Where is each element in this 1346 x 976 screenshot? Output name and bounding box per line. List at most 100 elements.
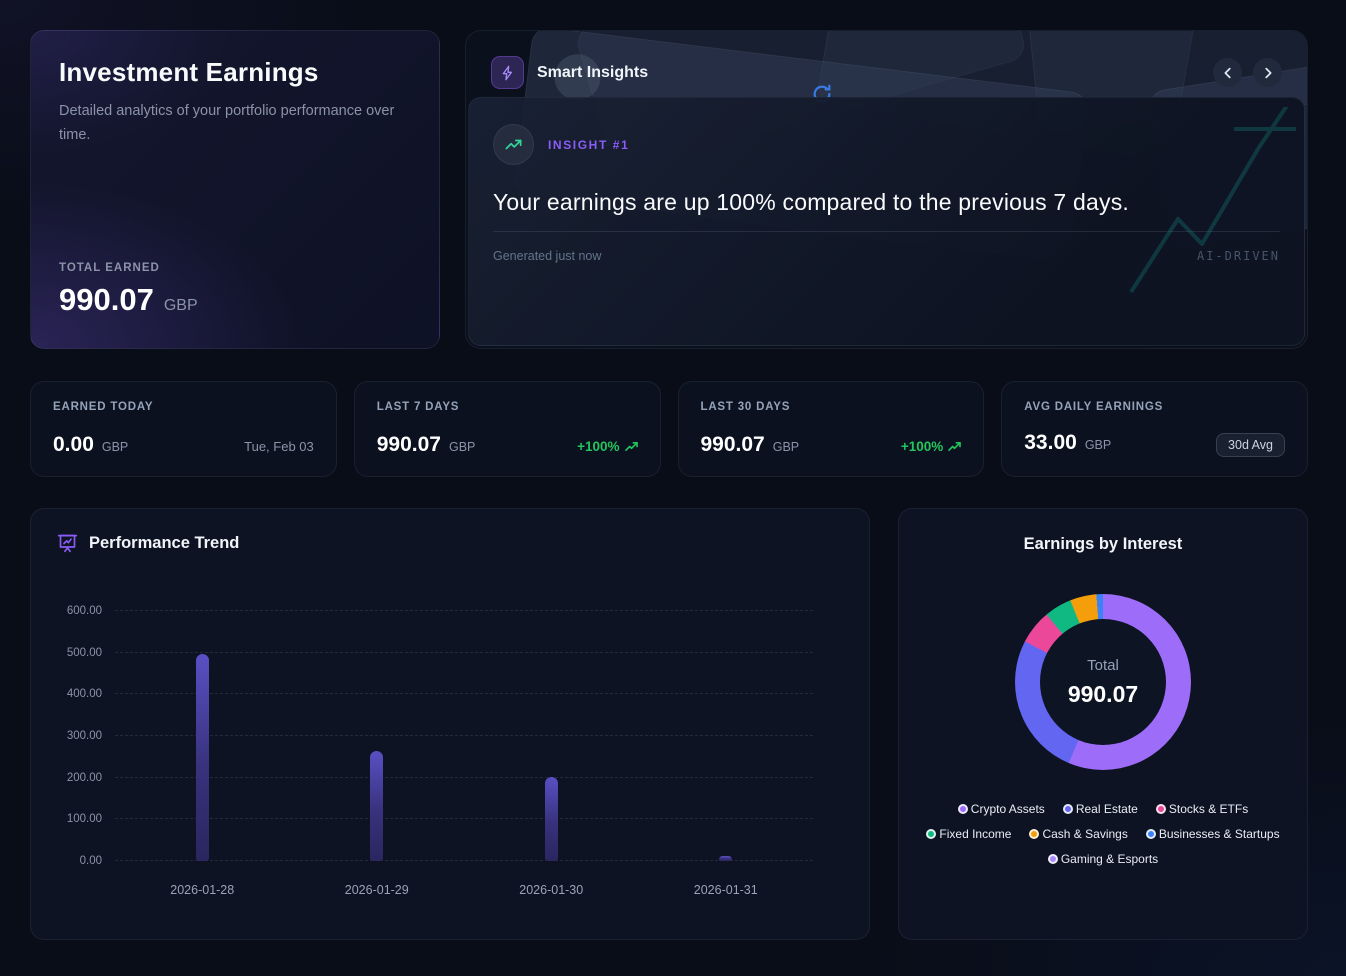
total-earned-label: TOTAL EARNED — [59, 262, 160, 274]
legend-item[interactable]: Cash & Savings — [1029, 827, 1128, 841]
legend-item[interactable]: Fixed Income — [926, 827, 1011, 841]
delta-badge: +100% — [900, 439, 962, 454]
lightning-icon — [491, 56, 524, 89]
legend-label: Stocks & ETFs — [1168, 802, 1249, 816]
bar-chart-plot[interactable]: 0.00 100.00 200.00 300.00 400.00 500.00 600.00 — [67, 605, 813, 867]
stat-card-last-7-days: LAST 7 DAYS 990.07 GBP +100% — [353, 381, 661, 477]
gridline: 300.00 — [67, 730, 813, 742]
stat-label: LAST 30 DAYS — [700, 401, 791, 413]
total-earned-currency: GBP — [163, 297, 198, 314]
gridline: 100.00 — [67, 813, 813, 825]
legend-label: Gaming & Esports — [1060, 852, 1159, 866]
legend-label: Fixed Income — [939, 827, 1012, 841]
donut-chart[interactable]: Total 990.07 — [1015, 594, 1191, 770]
stat-card-earned-today: EARNED TODAY 0.00 GBP Tue, Feb 03 — [30, 381, 337, 477]
performance-trend-card: Performance Trend 0.00 100.00 200.00 300.00… — [30, 508, 870, 940]
stat-value: 33.00 — [1024, 431, 1077, 454]
legend-color-dot — [1062, 804, 1073, 814]
total-earned-value: 990.07 — [59, 282, 154, 317]
gridline: 600.00 — [67, 605, 813, 617]
insight-number-label: INSIGHT #1 — [548, 137, 630, 152]
ai-driven-watermark: AI-DRIVEN — [1196, 249, 1280, 263]
insight-generated-time: Generated just now — [493, 249, 602, 263]
stat-value: 0.00 — [53, 433, 94, 456]
bar-2026-01-28[interactable] — [195, 653, 209, 861]
gridline: 0.00 — [80, 855, 813, 867]
page-subtitle: Detailed analytics of your portfolio per… — [59, 103, 395, 143]
bar-2026-01-29[interactable] — [370, 751, 384, 861]
trending-up-icon — [493, 124, 534, 165]
y-axis-tick: 600.00 — [66, 605, 102, 617]
donut-total-label: Total — [1087, 656, 1119, 674]
legend-item[interactable]: Crypto Assets — [957, 802, 1045, 816]
legend-color-dot — [1029, 829, 1040, 839]
delta-badge: +100% — [577, 439, 638, 454]
stat-currency: GBP — [101, 440, 129, 454]
next-insight-button[interactable] — [1253, 58, 1282, 87]
trend-line-decoration — [1129, 107, 1296, 294]
legend-item[interactable]: Businesses & Startups — [1145, 827, 1280, 841]
earnings-by-interest-card: Earnings by Interest Total 990.07 Crypto… — [898, 508, 1308, 940]
bar-chart-x-axis: 2026-01-28 2026-01-29 2026-01-30 2026-01-31 — [115, 883, 813, 897]
bar-2026-01-31[interactable] — [719, 856, 733, 861]
donut-chart-title: Earnings by Interest — [1023, 535, 1183, 553]
decoration-circle — [856, 31, 910, 34]
stat-card-last-30-days: LAST 30 DAYS 990.07 GBP +100% — [677, 381, 985, 477]
stat-label: AVG DAILY EARNINGS — [1024, 401, 1164, 413]
legend-color-dot — [926, 829, 937, 839]
stat-date: Tue, Feb 03 — [244, 439, 314, 454]
legend-label: Businesses & Startups — [1158, 827, 1280, 841]
x-axis-label: 2026-01-29 — [344, 883, 409, 897]
smart-insights-header: Smart Insights — [491, 56, 1282, 89]
stat-currency: GBP — [1084, 438, 1112, 452]
top-row: Investment Earnings Detailed analytics o… — [30, 30, 1308, 349]
bar-2026-01-30[interactable] — [544, 777, 558, 861]
y-axis-tick: 100.00 — [66, 813, 102, 826]
legend-color-dot — [1155, 804, 1166, 814]
delta-value: +100% — [577, 439, 620, 454]
y-axis-tick: 500.00 — [66, 646, 102, 659]
bar-chart-title: Performance Trend — [89, 534, 240, 552]
avg-period-badge: 30d Avg — [1216, 433, 1285, 457]
stat-label: LAST 7 DAYS — [376, 401, 460, 413]
gridline: 400.00 — [67, 688, 813, 700]
prev-insight-button[interactable] — [1213, 58, 1242, 87]
legend-color-dot — [1145, 829, 1156, 839]
stat-value: 990.07 — [700, 433, 765, 456]
legend-item[interactable]: Gaming & Esports — [1047, 852, 1159, 866]
legend-label: Real Estate — [1075, 802, 1138, 816]
smart-insights-title: Smart Insights — [537, 63, 649, 81]
stat-value: 990.07 — [376, 433, 441, 456]
presentation-chart-icon — [57, 534, 78, 553]
trending-up-icon — [948, 442, 962, 451]
y-axis-tick: 0.00 — [79, 855, 102, 867]
y-axis-tick: 200.00 — [66, 771, 102, 784]
x-axis-label: 2026-01-31 — [693, 883, 758, 897]
stats-row: EARNED TODAY 0.00 GBP Tue, Feb 03 LAST 7… — [30, 381, 1308, 477]
legend-color-dot — [957, 804, 968, 814]
stat-label: EARNED TODAY — [53, 401, 154, 413]
y-axis-tick: 400.00 — [66, 688, 102, 701]
delta-value: +100% — [900, 439, 944, 454]
legend-label: Crypto Assets — [970, 802, 1045, 816]
gridline: 200.00 — [67, 772, 813, 784]
donut-total-value: 990.07 — [1067, 680, 1139, 707]
total-earned-block: TOTAL EARNED 990.07 GBP — [59, 262, 411, 318]
donut-legend: Crypto Assets Real Estate Stocks & ETFs Fix… — [919, 802, 1287, 866]
trending-up-icon — [624, 442, 638, 451]
legend-label: Cash & Savings — [1042, 827, 1128, 841]
investment-earnings-card: Investment Earnings Detailed analytics o… — [30, 30, 440, 349]
legend-color-dot — [1047, 854, 1058, 864]
legend-item[interactable]: Stocks & ETFs — [1155, 802, 1249, 816]
x-axis-label: 2026-01-28 — [170, 883, 235, 897]
stat-currency: GBP — [448, 440, 476, 454]
insight-headline: Your earnings are up 100% compared to th… — [493, 189, 1129, 215]
y-axis-tick: 300.00 — [66, 730, 102, 742]
charts-row: Performance Trend 0.00 100.00 200.00 300.00… — [30, 508, 1308, 940]
legend-item[interactable]: Real Estate — [1062, 802, 1138, 816]
insight-panel: INSIGHT #1 Your earnings are up 100% com… — [468, 97, 1305, 346]
page-title: Investment Earnings — [59, 57, 319, 87]
donut-center: Total 990.07 — [1040, 619, 1166, 745]
divider — [493, 231, 1280, 232]
